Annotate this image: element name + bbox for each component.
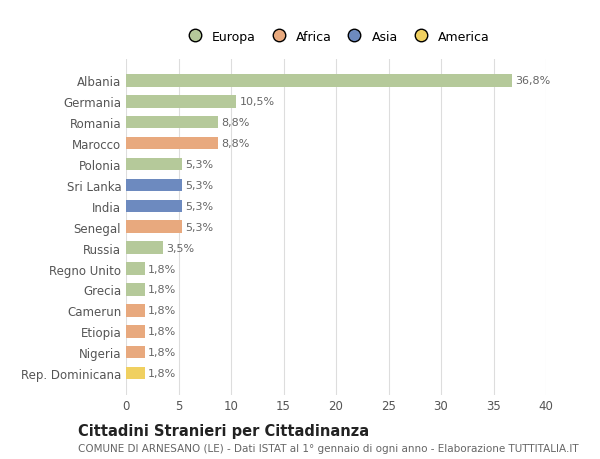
Bar	[126, 96, 236, 108]
Bar	[126, 242, 163, 254]
Text: 1,8%: 1,8%	[148, 326, 176, 336]
Text: 5,3%: 5,3%	[185, 160, 213, 170]
Text: 5,3%: 5,3%	[185, 180, 213, 190]
Bar	[126, 221, 182, 234]
Text: 3,5%: 3,5%	[166, 243, 194, 253]
Text: Cittadini Stranieri per Cittadinanza: Cittadini Stranieri per Cittadinanza	[78, 423, 369, 438]
Text: 1,8%: 1,8%	[148, 347, 176, 358]
Text: 1,8%: 1,8%	[148, 368, 176, 378]
Bar	[126, 179, 182, 192]
Bar	[126, 284, 145, 296]
Bar	[126, 346, 145, 358]
Text: 8,8%: 8,8%	[221, 118, 250, 128]
Bar	[126, 117, 218, 129]
Text: 1,8%: 1,8%	[148, 285, 176, 295]
Text: 1,8%: 1,8%	[148, 306, 176, 316]
Bar	[126, 367, 145, 380]
Text: 8,8%: 8,8%	[221, 139, 250, 149]
Bar	[126, 304, 145, 317]
Text: 36,8%: 36,8%	[515, 76, 551, 86]
Bar	[126, 75, 512, 87]
Text: 1,8%: 1,8%	[148, 264, 176, 274]
Bar	[126, 138, 218, 150]
Bar	[126, 158, 182, 171]
Legend: Europa, Africa, Asia, America: Europa, Africa, Asia, America	[177, 26, 495, 49]
Text: 5,3%: 5,3%	[185, 202, 213, 211]
Bar	[126, 200, 182, 213]
Text: 10,5%: 10,5%	[239, 97, 275, 107]
Bar	[126, 263, 145, 275]
Text: COMUNE DI ARNESANO (LE) - Dati ISTAT al 1° gennaio di ogni anno - Elaborazione T: COMUNE DI ARNESANO (LE) - Dati ISTAT al …	[78, 443, 578, 453]
Bar	[126, 325, 145, 338]
Text: 5,3%: 5,3%	[185, 222, 213, 232]
